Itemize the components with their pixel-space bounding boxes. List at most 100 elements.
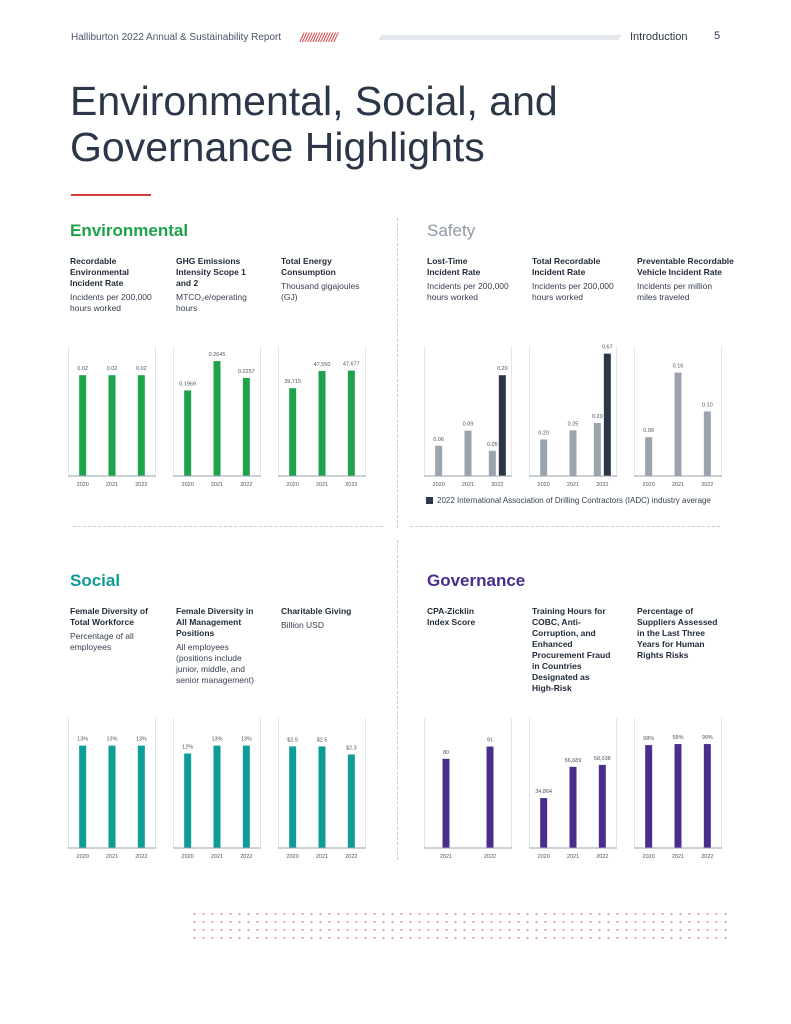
x-tick-2022: 2022 [240,854,252,860]
metric-sub-female-workforce: Percentage of all employees [70,631,134,652]
bar-2020 [79,375,87,476]
metric-sub-lost-time: Incidents per 200,000 hours worked [427,281,509,302]
section-governance: Governance [427,571,526,590]
data-label-2020: 0.02 [77,366,88,372]
title-rule [71,194,151,196]
metric-title-energy: Total Energy Consumption [281,256,336,277]
page-title: Environmental, Social, and Governance Hi… [70,78,558,170]
data-label-2022: 91 [487,738,493,744]
section-name: Introduction [630,31,688,43]
horizontal-divider-right [410,526,720,527]
bar-2022 [598,764,606,848]
bar-2022 [488,450,496,476]
x-tick-2020: 2020 [182,854,194,860]
data-label-2020: 39,715 [284,379,301,385]
chart-suppliers: 98% 99% 99% 2020 2021 2022 [634,718,722,860]
data-label-2020: 0.20 [538,430,549,436]
page-title-line2: Governance Highlights [70,124,485,170]
metric-title-training-hours: Training Hours for COBC, Anti-Corruption… [532,606,611,693]
page-number: 5 [714,30,721,42]
data-label-2020: 13% [77,737,88,743]
bar-2020 [645,745,653,848]
decorative-slashes: ////////////// [300,30,338,45]
metric-sub-energy: Thousand gigajoules (GJ) [281,281,360,302]
data-label-2021: 99% [672,735,683,741]
data-label-2020: 0.06 [643,428,654,434]
bar-2022 [486,746,494,848]
chart-preventable-vehicle: 0.06 0.16 0.10 2020 2021 2022 [634,346,722,488]
x-tick-2021: 2021 [211,854,223,860]
chart-training-hours: 34,864 56,689 58,038 2020 2021 2022 [529,718,617,860]
bar-2020 [540,439,548,476]
bar-2022 [593,423,601,476]
x-tick-2022: 2022 [701,482,713,488]
bar-2022 [242,377,250,476]
data-label-2022: 0.29 [592,414,603,420]
metric-title-ghg: GHG Emissions Intensity Scope 1 and 2 [176,256,246,288]
header-bar [378,35,622,40]
metric-title-female-management: Female Diversity in All Management Posit… [176,606,254,638]
data-label-2021: 0.25 [568,421,579,427]
bar-2022 [347,754,355,848]
report-name: Halliburton 2022 Annual & Sustainability… [71,32,282,43]
legend: 2022 International Association of Drilli… [426,496,711,505]
x-tick-2021: 2021 [316,482,328,488]
bar-2022 [703,744,711,848]
data-label-2020: 0.1969 [179,381,196,387]
x-tick-2022: 2022 [596,482,608,488]
bar-2021 [464,430,472,476]
x-tick-2022: 2022 [345,482,357,488]
vertical-divider-top [397,218,398,528]
x-tick-2021: 2021 [106,482,118,488]
data-label-2021: 0.2645 [209,352,226,358]
x-tick-2021: 2021 [211,482,223,488]
bar-2022 [347,370,355,476]
metric-sub-female-management: All employees (positions include junior,… [176,642,254,685]
data-label-2021: 0.09 [463,422,474,428]
chart-cpa-zicklin: 80 91 2021 2022 [424,718,512,860]
x-tick-2021: 2021 [672,482,684,488]
x-tick-2022: 2022 [135,482,147,488]
x-tick-2020: 2020 [77,482,89,488]
metric-sub-total-recordable: Incidents per 200,000 hours worked [532,281,614,302]
data-label-2020: 98% [643,736,654,742]
metric-title-total-recordable: Total Recordable Incident Rate [532,256,601,277]
decorative-dot-pattern [190,910,730,942]
x-tick-2020: 2020 [182,482,194,488]
data-label-2022: 0.10 [702,402,713,408]
data-label-2021: 0.02 [107,366,118,372]
data-label-2022: 99% [702,735,713,741]
data-label-2021: 13% [106,737,117,743]
bar-2021 [318,370,326,476]
data-label-2020: 0.06 [433,437,444,443]
data-label-2022: 0.2257 [238,369,255,375]
x-tick-2022: 2022 [484,854,496,860]
data-label-2022: 47,677 [343,362,360,368]
x-tick-2021: 2021 [462,482,474,488]
metric-sub-ghg: MTCO₂e/operating hours [176,292,247,313]
metric-title-charitable: Charitable Giving [281,606,352,616]
metric-title-female-workforce: Female Diversity of Total Workforce [70,606,148,627]
bar-2021 [213,745,221,848]
x-tick-2020: 2020 [643,854,655,860]
bar-2020 [289,388,297,476]
data-label-2022: 0.02 [136,366,147,372]
x-tick-2021: 2021 [440,854,452,860]
metric-title-preventable-vehicle: Preventable Recordable Vehicle Incident … [637,256,734,277]
bar-2021 [108,745,116,848]
section-safety: Safety [427,221,476,240]
bar-2020 [540,798,548,848]
x-tick-2022: 2022 [491,482,503,488]
bar-2022 [137,375,145,476]
x-tick-2020: 2020 [287,482,299,488]
bar-2020 [435,445,443,476]
data-label-2021: 13% [211,737,222,743]
data-label-2021: 0.16 [673,364,684,370]
bar-2021 [318,746,326,848]
data-label-2022: 58,038 [594,756,611,762]
page-title-line1: Environmental, Social, and [70,78,558,124]
chart-charitable: $2.5 $2.5 $2.3 2020 2021 2022 [278,718,366,860]
bar-2020 [79,745,87,848]
x-tick-2020: 2020 [538,482,550,488]
x-tick-2022: 2022 [701,854,713,860]
